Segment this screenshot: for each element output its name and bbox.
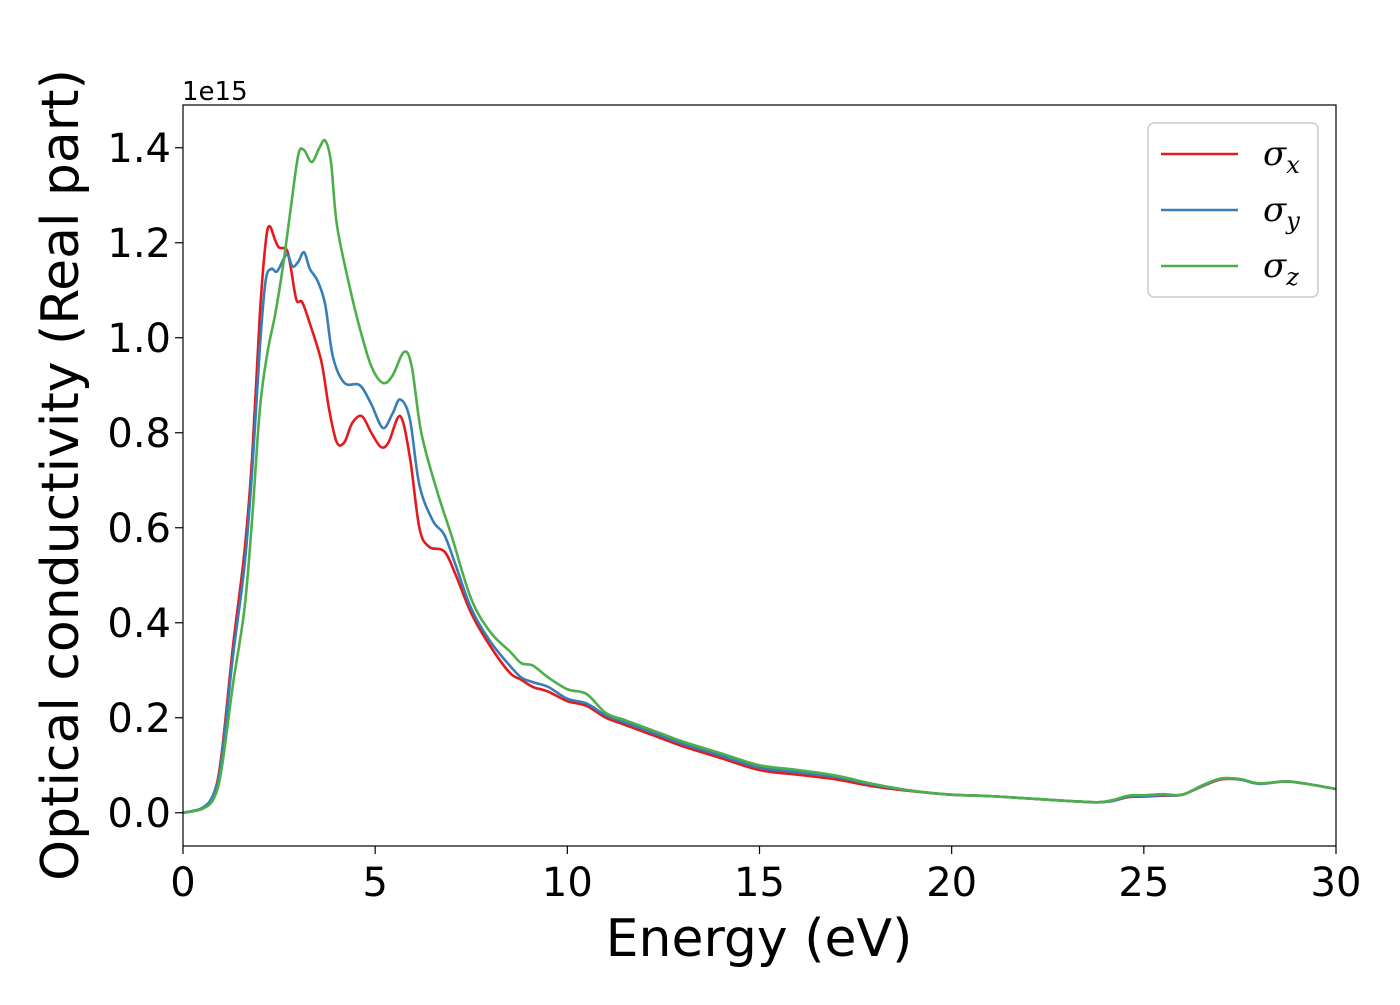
y-tick-label: 1.0 (107, 316, 171, 362)
x-tick-label: 15 (734, 860, 785, 906)
series-line-sigma-y (183, 250, 1336, 815)
x-tick-label: 0 (170, 860, 195, 906)
x-tick-label: 30 (1311, 860, 1362, 906)
x-axis: 0 5 10 15 20 25 30 (170, 846, 1361, 906)
series-lines (183, 138, 1336, 815)
x-axis-label: Energy (eV) (606, 909, 913, 969)
x-tick-label: 25 (1118, 860, 1169, 906)
series-line-sigma-z (183, 138, 1336, 815)
y-tick-label: 0.8 (107, 411, 171, 457)
legend[interactable]: σx σy σz (1147, 122, 1319, 298)
y-tick-label: 1.2 (107, 221, 171, 267)
x-tick-label: 20 (926, 860, 977, 906)
x-tick-label: 10 (542, 860, 593, 906)
x-tick-label: 5 (362, 860, 387, 906)
legend-label-sigma-x: σx (1263, 134, 1300, 179)
y-axis: 0.0 0.2 0.4 0.6 0.8 1.0 1.2 1.4 (107, 126, 183, 837)
y-axis-label: Optical conductivity (Real part) (31, 69, 91, 881)
y-tick-label: 0.2 (107, 696, 171, 742)
y-tick-label: 0.6 (107, 506, 171, 552)
y-tick-label: 1.4 (107, 126, 171, 172)
legend-label-sigma-z: σz (1263, 246, 1299, 291)
y-tick-label: 0.4 (107, 601, 171, 647)
y-tick-label: 0.0 (107, 791, 171, 837)
legend-label-sigma-y: σy (1263, 190, 1300, 235)
plot-frame (182, 104, 1337, 847)
y-offset-label: 1e15 (182, 77, 248, 107)
